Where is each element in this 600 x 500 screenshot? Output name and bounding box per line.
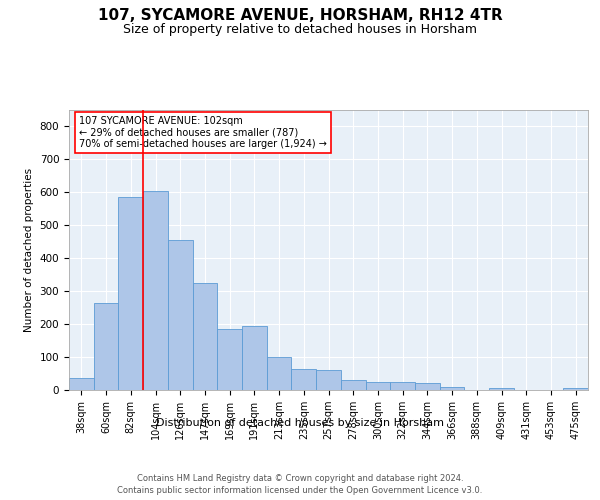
Text: Contains HM Land Registry data © Crown copyright and database right 2024.
Contai: Contains HM Land Registry data © Crown c…	[118, 474, 482, 495]
Bar	[143, 190, 168, 390]
Bar	[390, 382, 415, 390]
Bar	[365, 382, 390, 390]
Bar	[267, 357, 292, 390]
Bar	[118, 198, 143, 390]
Bar	[292, 368, 316, 390]
Bar	[217, 329, 242, 390]
Bar	[94, 302, 118, 390]
Text: Distribution of detached houses by size in Horsham: Distribution of detached houses by size …	[156, 418, 444, 428]
Bar	[489, 388, 514, 390]
Text: Size of property relative to detached houses in Horsham: Size of property relative to detached ho…	[123, 22, 477, 36]
Bar	[341, 380, 365, 390]
Bar	[168, 240, 193, 390]
Text: 107, SYCAMORE AVENUE, HORSHAM, RH12 4TR: 107, SYCAMORE AVENUE, HORSHAM, RH12 4TR	[98, 8, 502, 22]
Bar	[242, 326, 267, 390]
Bar	[563, 388, 588, 390]
Bar	[440, 386, 464, 390]
Bar	[69, 378, 94, 390]
Bar	[415, 384, 440, 390]
Text: 107 SYCAMORE AVENUE: 102sqm
← 29% of detached houses are smaller (787)
70% of se: 107 SYCAMORE AVENUE: 102sqm ← 29% of det…	[79, 116, 327, 149]
Y-axis label: Number of detached properties: Number of detached properties	[24, 168, 34, 332]
Bar	[193, 283, 217, 390]
Bar	[316, 370, 341, 390]
